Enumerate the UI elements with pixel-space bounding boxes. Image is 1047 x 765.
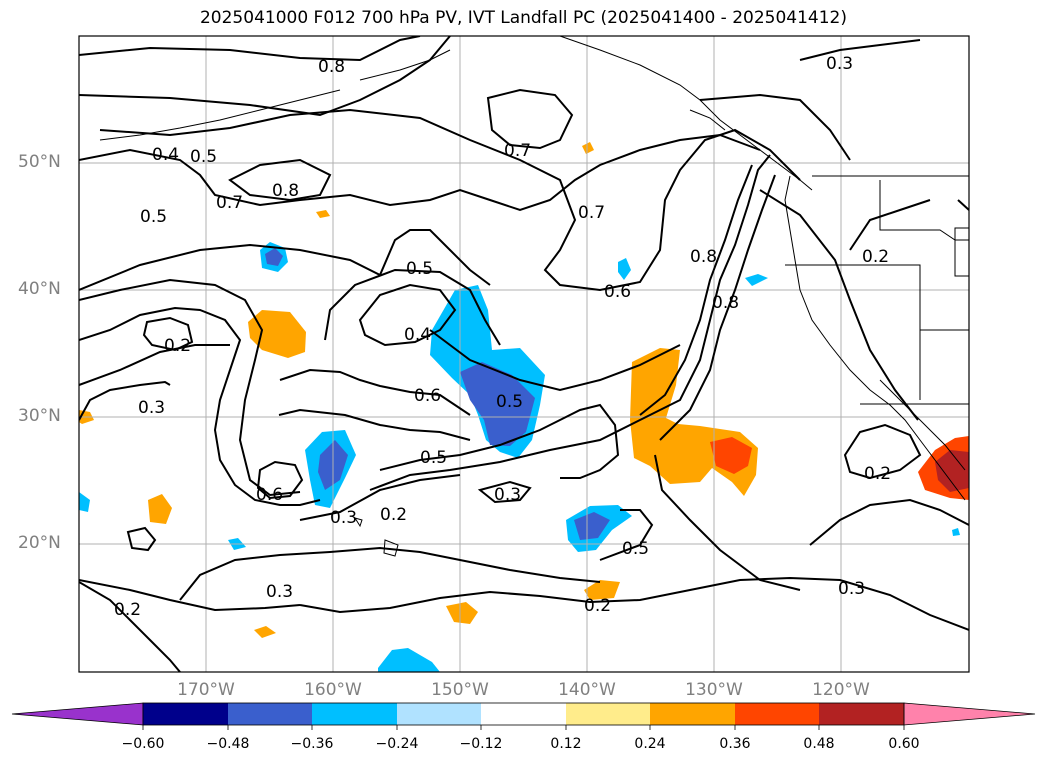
contour-label: 0.2: [584, 596, 611, 616]
shade-blue-tiny2: [79, 492, 90, 512]
colorbar-bin: [481, 703, 566, 725]
colorbar-bin: [735, 703, 819, 725]
contour-label: 0.7: [578, 203, 605, 223]
colorbar-tick-label: −0.24: [375, 736, 419, 752]
lon-label: 160°W: [304, 680, 362, 700]
lon-label: 170°W: [177, 680, 235, 700]
contour-label: 0.6: [256, 485, 283, 505]
contour-label: 0.5: [622, 539, 649, 559]
contour-label: 0.5: [420, 448, 447, 468]
contour-label: 0.6: [414, 386, 441, 406]
colorbar: [11, 702, 1036, 730]
colorbar-bin: [566, 703, 650, 725]
contour-label: 0.8: [272, 181, 299, 201]
map-title: 2025041000 F012 700 hPa PV, IVT Landfall…: [199, 8, 847, 28]
shade-orange-nw: [248, 310, 306, 358]
lat-label: 20°N: [18, 533, 61, 553]
lon-label: 150°W: [431, 680, 489, 700]
lon-label: 130°W: [685, 680, 743, 700]
gridlines: [79, 36, 969, 672]
contour-label: 0.5: [406, 259, 433, 279]
colorbar-tick-label: −0.60: [121, 736, 165, 752]
colorbar-bin: [819, 703, 904, 725]
colorbar-bin: [143, 703, 228, 725]
shade-orange-small2: [446, 602, 478, 624]
contour-label: 0.2: [164, 336, 191, 356]
shade-blue-tiny4: [745, 274, 768, 286]
lon-label: 120°W: [812, 680, 870, 700]
contour-label: 0.7: [216, 193, 243, 213]
shade-blue-tiny1: [618, 258, 631, 280]
contour-label: 0.2: [114, 600, 141, 620]
shade-orange-small6: [316, 210, 330, 218]
shade-orange-small4: [254, 626, 276, 638]
contour-label: 0.5: [190, 147, 217, 167]
contour-label: 0.3: [330, 508, 357, 528]
colorbar-bin: [650, 703, 735, 725]
contour-label: 0.4: [404, 325, 431, 345]
coastlines: [99, 36, 969, 557]
contour-label: 0.3: [494, 485, 521, 505]
lon-label: 140°W: [558, 680, 616, 700]
colorbar-tick-label: −0.48: [206, 736, 250, 752]
colorbar-tick-label: 0.60: [888, 736, 920, 752]
colorbar-tick-label: 0.24: [634, 736, 666, 752]
lat-label: 40°N: [18, 279, 61, 299]
colorbar-bin: [397, 703, 481, 725]
shaded-fields: [79, 142, 969, 672]
contour-label: 0.7: [504, 141, 531, 161]
shade-darkred-coast: [935, 450, 969, 492]
colorbar-tick-label: 0.36: [719, 736, 751, 752]
contour-label: 0.4: [152, 145, 179, 165]
colorbar-tick-label: −0.36: [290, 736, 334, 752]
contour-labels: 0.8 0.3 0.4 0.5 0.7 0.8 0.5 0.7 0.7 0.5 …: [114, 54, 891, 620]
colorbar-over-arrow: [903, 702, 1036, 726]
lat-label: 50°N: [18, 152, 61, 172]
contour-label: 0.8: [690, 247, 717, 267]
shade-darkblue-central: [460, 362, 535, 446]
shade-darkblue-small1: [265, 248, 283, 266]
shade-orange-small7: [582, 142, 594, 154]
colorbar-tick-label: 0.12: [550, 736, 582, 752]
shade-blue-tiny5: [952, 528, 960, 536]
contour-label: 0.6: [604, 282, 631, 302]
contour-label: 0.3: [826, 54, 853, 74]
contour-label: 0.8: [712, 293, 739, 313]
lat-label: 30°N: [18, 406, 61, 426]
colorbar-tick-label: −0.12: [459, 736, 503, 752]
pv-contours: [79, 36, 969, 672]
contour-label: 0.5: [140, 207, 167, 227]
colorbar-bin: [228, 703, 312, 725]
map-frame: [78, 35, 970, 673]
shade-blue-bottom: [378, 648, 440, 672]
shade-red-east: [710, 437, 752, 474]
contour-label: 0.2: [864, 464, 891, 484]
contour-label: 0.2: [380, 505, 407, 525]
shade-orange-small3: [584, 580, 620, 600]
colorbar-frame: [142, 702, 905, 726]
contour-label: 0.3: [266, 582, 293, 602]
contour-label: 0.3: [838, 579, 865, 599]
contour-label: 0.5: [496, 392, 523, 412]
contour-label: 0.2: [862, 247, 889, 267]
shade-darkblue-south: [574, 512, 610, 540]
shade-orange-small1: [148, 494, 172, 524]
colorbar-under-arrow: [11, 702, 144, 726]
contour-label: 0.3: [138, 398, 165, 418]
colorbar-bin: [312, 703, 397, 725]
colorbar-tick-label: 0.48: [803, 736, 835, 752]
contour-label: 0.8: [318, 57, 345, 77]
